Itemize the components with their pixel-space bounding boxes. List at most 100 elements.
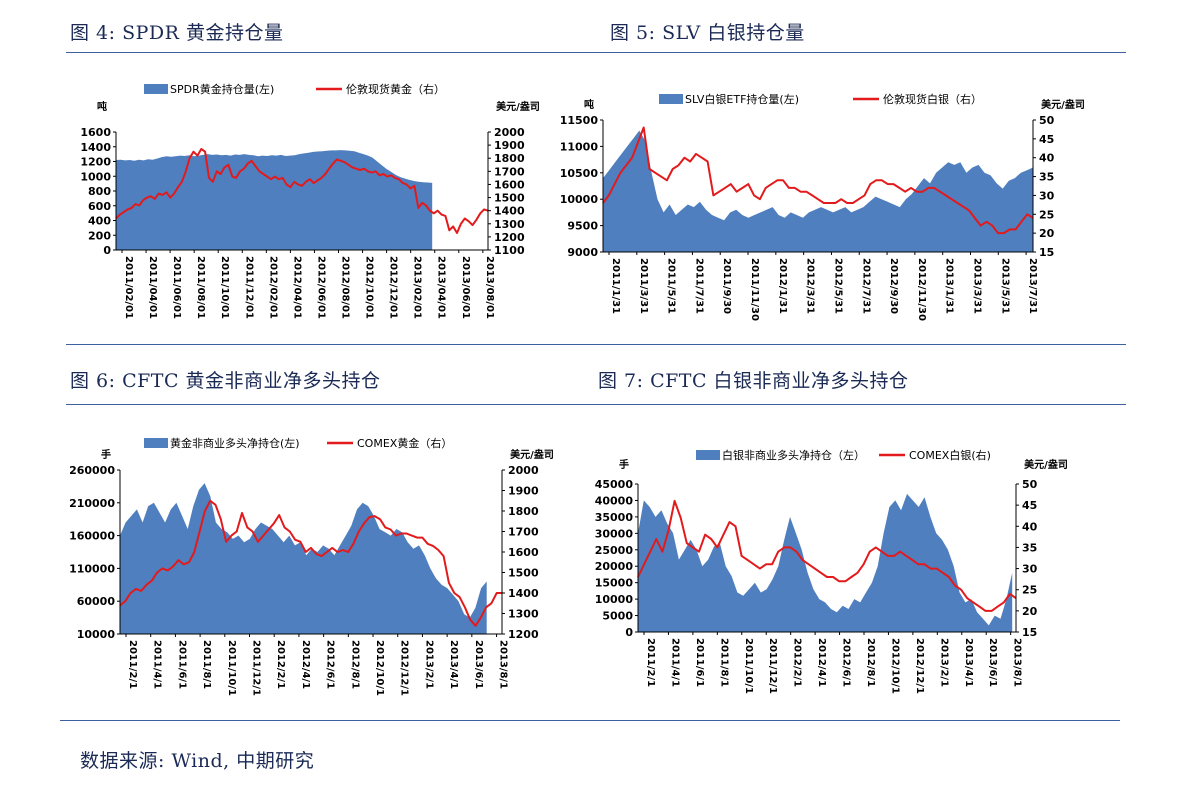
y2-axis-unit: 美元/盎司 <box>496 100 540 113</box>
x-tick-label: 2011/6/1 <box>694 638 705 687</box>
y2-tick-label: 35 <box>1022 541 1037 554</box>
y-tick-label: 600 <box>88 200 111 213</box>
x-tick-label: 2013/6/1 <box>473 640 484 689</box>
y2-tick-label: 1900 <box>508 485 539 498</box>
chart-cftc-silver-svg: 白银非商业多头净持仓（左） COMEX白银(右) 手 美元/盎司 0 5000 10000 1… <box>595 448 1068 694</box>
y2-tick-label: 1700 <box>494 165 525 178</box>
legend: SLV白银ETF持仓量(左) 伦敦现货白银（右） <box>659 92 982 106</box>
y-tick-label: 9000 <box>567 246 598 259</box>
y-tick-label: 0 <box>625 626 633 639</box>
y-tick-label: 60000 <box>77 595 116 608</box>
x-tick-label: 2012/8/1 <box>865 638 876 687</box>
x-tick-label: 2011/10/1 <box>743 638 754 694</box>
legend-swatch-area <box>144 438 168 448</box>
y-tick-label: 10500 <box>560 167 599 180</box>
x-tick-label: 2012/10/01 <box>364 256 375 319</box>
y-tick-label: 11500 <box>560 114 599 127</box>
x-tick-label: 2013/4/1 <box>448 640 459 689</box>
legend-swatch-area <box>144 84 168 94</box>
y-tick-label: 9500 <box>567 220 598 233</box>
y2-tick-label: 25 <box>1039 208 1054 221</box>
x-tick-label: 2012/2/1 <box>792 638 803 687</box>
x-tick-label: 2011/8/1 <box>201 640 212 689</box>
y-tick-label: 10000 <box>77 628 116 641</box>
chart-cftc-gold: 黄金非商业多头净持仓(左) COMEX黄金（右） 手 美元/盎司 10000 60000 1… <box>60 428 554 713</box>
x-tick-label: 2013/7/31 <box>1027 258 1038 314</box>
x-tick-label: 2013/04/01 <box>436 256 447 319</box>
x-tick-label: 2011/04/01 <box>147 256 158 319</box>
x-tick-label: 2011/12/01 <box>243 256 254 319</box>
legend: 黄金非商业多头净持仓(左) COMEX黄金（右） <box>144 436 452 450</box>
y-tick-label: 160000 <box>69 530 115 543</box>
x-tick-label: 2013/8/1 <box>498 640 509 689</box>
y2-tick-label: 1500 <box>508 567 539 580</box>
series-area-0 <box>603 130 1033 252</box>
y2-tick-label: 30 <box>1022 563 1038 576</box>
chart-cftc-silver: 白银非商业多头净持仓（左） COMEX白银(右) 手 美元/盎司 0 5000 10000 1… <box>590 440 1070 715</box>
y2-tick-label: 30 <box>1039 189 1055 202</box>
x-tick-label: 2013/2/1 <box>938 638 949 687</box>
y-tick-label: 35000 <box>595 511 634 524</box>
y2-axis-unit: 美元/盎司 <box>510 448 554 461</box>
y-tick-label: 25000 <box>595 544 634 557</box>
y2-tick-label: 1800 <box>508 505 539 518</box>
figure-7-title: 图 7: CFTC 白银非商业净多头持仓 <box>598 370 909 392</box>
middle-divider-bottom <box>66 404 1126 405</box>
y-tick-label: 20000 <box>595 560 634 573</box>
x-tick-label: 2012/12/01 <box>388 256 399 319</box>
x-tick-label: 2011/3/31 <box>638 258 649 314</box>
figure-6-title: 图 6: CFTC 黄金非商业净多头持仓 <box>70 370 381 392</box>
y-tick-label: 110000 <box>69 562 115 575</box>
y-tick-label: 800 <box>88 185 111 198</box>
y-tick-label: 30000 <box>595 527 634 540</box>
legend-label-line: 伦敦现货黄金（右） <box>346 82 445 96</box>
y2-axis-unit: 美元/盎司 <box>1024 458 1068 471</box>
x-tick-label: 2011/12/1 <box>767 638 778 694</box>
legend-label-line: COMEX黄金（右） <box>357 436 452 450</box>
y2-tick-label: 50 <box>1022 478 1038 491</box>
y-tick-label: 11000 <box>560 140 599 153</box>
y2-tick-label: 40 <box>1039 152 1055 165</box>
y-axis-unit: 吨 <box>584 98 594 111</box>
x-tick-label: 2012/7/31 <box>860 258 871 314</box>
x-tick-label: 2012/08/01 <box>340 256 351 319</box>
y-tick-label: 400 <box>88 215 111 228</box>
legend-label-line: COMEX白银(右) <box>909 448 991 462</box>
x-tick-label: 2012/12/1 <box>399 640 410 696</box>
y2-tick-label: 15 <box>1022 626 1037 639</box>
y2-tick-label: 15 <box>1039 246 1054 259</box>
x-tick-label: 2011/10/1 <box>226 640 237 696</box>
x-tick-label: 2012/12/1 <box>914 638 925 694</box>
y-tick-label: 15000 <box>595 577 634 590</box>
y-axis-unit: 吨 <box>97 100 107 113</box>
y-tick-label: 10000 <box>560 193 599 206</box>
x-tick-label: 2012/2/1 <box>275 640 286 689</box>
y2-tick-label: 1700 <box>508 526 539 539</box>
x-tick-label: 2011/02/01 <box>123 256 134 319</box>
series-area-0 <box>638 493 1013 632</box>
y2-tick-label: 1600 <box>508 546 539 559</box>
x-tick-label: 2011/12/1 <box>251 640 262 696</box>
figure-5-title: 图 5: SLV 白银持仓量 <box>610 22 805 44</box>
chart-slv-silver: SLV白银ETF持仓量(左) 伦敦现货白银（右） 吨 美元/盎司 9000 9500 100… <box>555 80 1085 340</box>
x-tick-label: 2011/08/01 <box>195 256 206 319</box>
y-tick-label: 40000 <box>595 494 634 507</box>
legend-swatch-area <box>659 94 683 104</box>
y2-tick-label: 1800 <box>494 152 525 165</box>
chart-slv-silver-svg: SLV白银ETF持仓量(左) 伦敦现货白银（右） 吨 美元/盎司 9000 9500 100… <box>560 92 1085 321</box>
y2-tick-label: 35 <box>1039 171 1054 184</box>
top-divider <box>66 52 1126 53</box>
x-tick-label: 2012/10/1 <box>374 640 385 696</box>
x-tick-label: 2011/06/01 <box>171 256 182 319</box>
y-axis-unit: 手 <box>619 458 629 471</box>
series-line-1 <box>119 499 502 627</box>
x-tick-label: 2013/8/1 <box>1012 638 1023 687</box>
y-tick-label: 260000 <box>69 464 115 477</box>
x-tick-label: 2011/1/31 <box>610 258 621 314</box>
x-tick-label: 2011/5/31 <box>666 258 677 314</box>
x-tick-label: 2012/8/1 <box>349 640 360 689</box>
figure-4-title: 图 4: SPDR 黄金持仓量 <box>70 22 284 44</box>
y2-tick-label: 45 <box>1022 499 1037 512</box>
legend-label-area: 黄金非商业多头净持仓(左) <box>170 436 300 450</box>
